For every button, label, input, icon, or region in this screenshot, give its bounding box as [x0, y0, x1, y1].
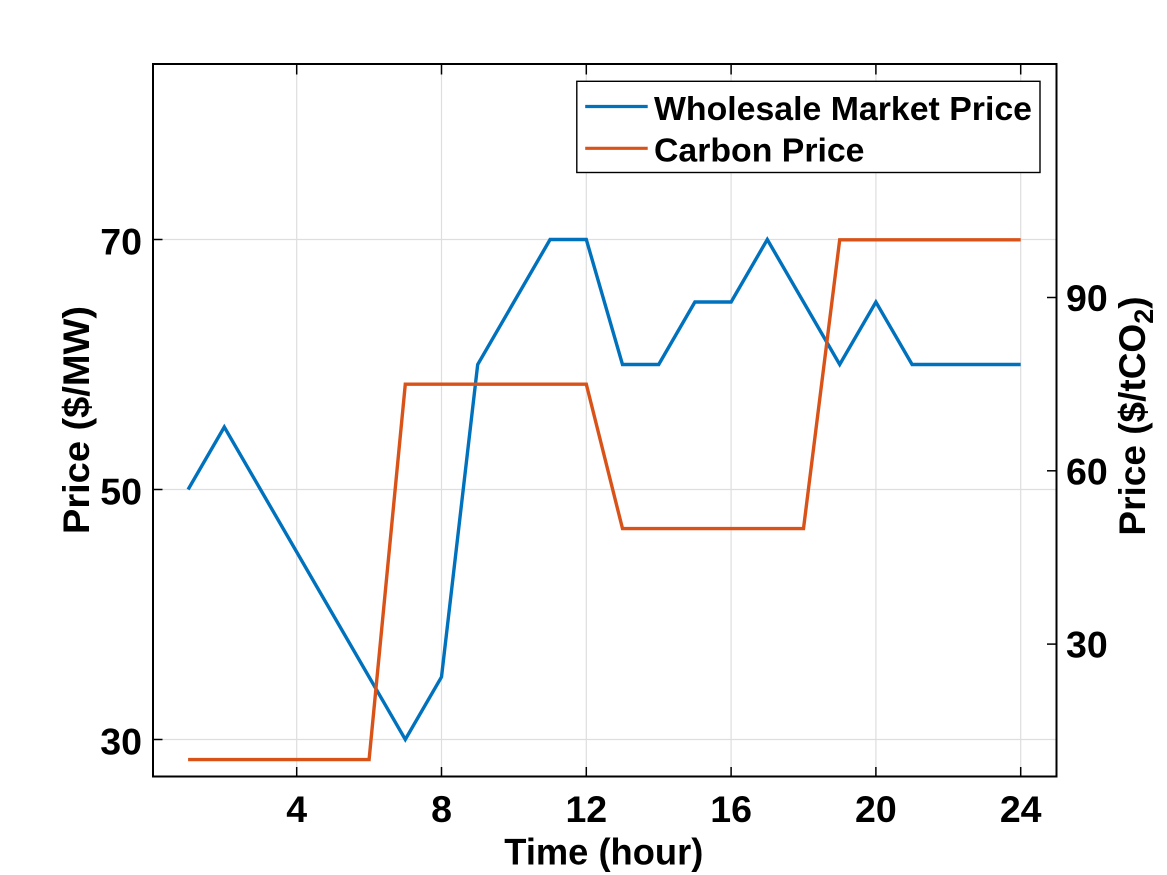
svg-text:90: 90 — [1066, 277, 1108, 319]
svg-text:Time (hour): Time (hour) — [504, 832, 703, 873]
svg-text:Price ($/MW): Price ($/MW) — [56, 306, 97, 534]
svg-text:Carbon Price: Carbon Price — [654, 132, 865, 169]
svg-text:8: 8 — [431, 788, 452, 830]
svg-text:30: 30 — [100, 721, 142, 763]
svg-text:20: 20 — [855, 788, 897, 830]
svg-text:70: 70 — [100, 221, 142, 263]
svg-text:30: 30 — [1066, 624, 1108, 666]
svg-text:16: 16 — [710, 788, 752, 830]
svg-text:60: 60 — [1066, 450, 1108, 492]
svg-text:4: 4 — [286, 788, 307, 830]
svg-text:24: 24 — [1000, 788, 1042, 830]
svg-text:Price ($/tCO2): Price ($/tCO2) — [1112, 296, 1159, 535]
svg-text:12: 12 — [565, 788, 607, 830]
svg-text:Wholesale Market Price: Wholesale Market Price — [654, 91, 1032, 128]
svg-text:50: 50 — [100, 471, 142, 513]
